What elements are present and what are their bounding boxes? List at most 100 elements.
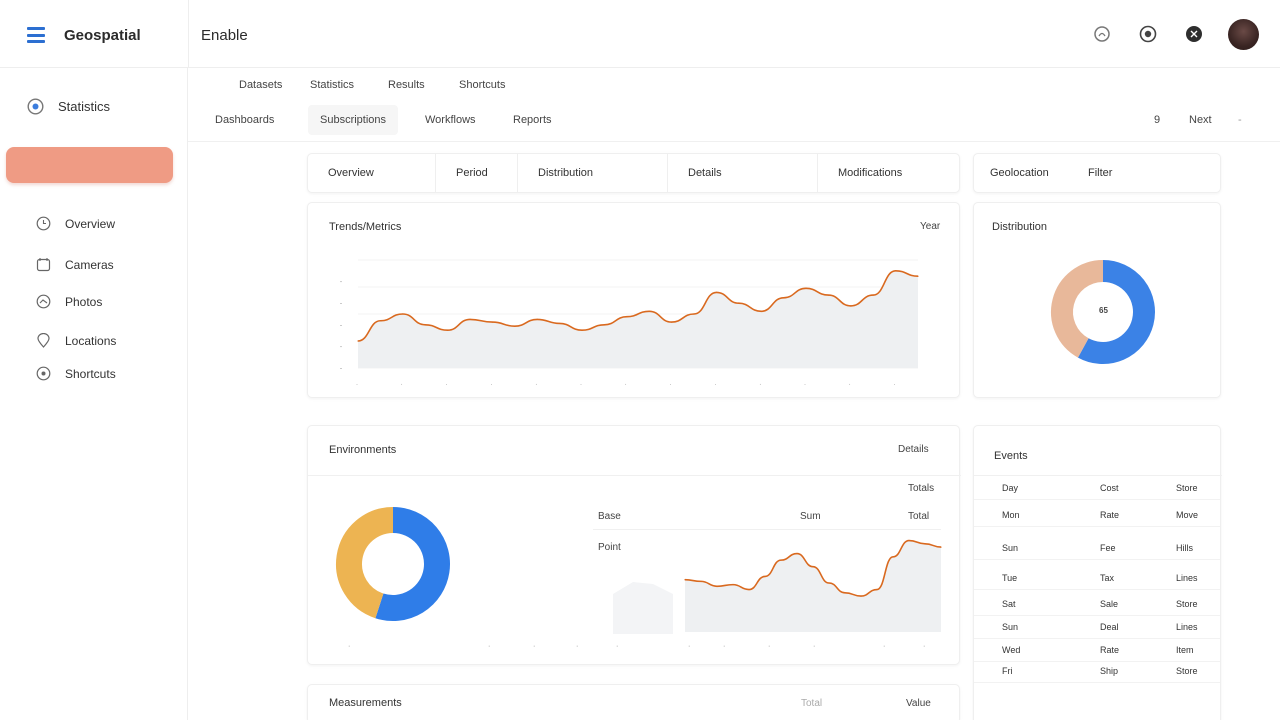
data-point — [876, 588, 878, 591]
chart-title: Trends/Metrics — [329, 221, 402, 233]
tab-reports[interactable]: Reports — [513, 114, 552, 126]
y-tick: - — [340, 366, 342, 372]
data-point — [715, 291, 717, 293]
next-page-button[interactable]: Next — [1189, 114, 1212, 126]
table-cell: Rate — [1100, 645, 1120, 655]
data-point — [684, 579, 686, 581]
sidebar-item-label: Shortcuts — [65, 366, 116, 381]
column-total: Total — [908, 511, 930, 522]
data-point — [812, 566, 814, 568]
tab-workflows[interactable]: Workflows — [425, 114, 476, 126]
image-icon — [36, 294, 51, 309]
filter-period[interactable]: Period — [436, 154, 518, 192]
events-title: Events — [994, 450, 1028, 462]
table-cell: Day — [1002, 483, 1019, 493]
data-point — [760, 310, 762, 312]
x-tick: · — [894, 382, 896, 388]
user-avatar[interactable] — [1228, 19, 1259, 50]
sidebar-item-photos[interactable]: Photos — [36, 294, 102, 309]
data-point — [536, 318, 538, 320]
environments-donut — [336, 507, 450, 621]
measurements-card: Measurements Total Value — [307, 684, 960, 720]
help-icon[interactable] — [1093, 25, 1111, 43]
data-point — [783, 297, 785, 299]
measurements-title: Measurements — [329, 697, 402, 709]
data-point — [357, 340, 359, 342]
data-point — [748, 588, 750, 591]
table-row[interactable]: Sun Deal Lines — [974, 615, 1220, 639]
donut-slice — [375, 507, 450, 621]
x-tick: · — [533, 643, 535, 650]
table-cell: Sun — [1002, 622, 1019, 632]
x-tick: · — [490, 382, 492, 388]
filter-modifications[interactable]: Modifications — [838, 167, 903, 179]
data-point — [716, 585, 718, 587]
sidebar-item-cameras[interactable]: Cameras — [36, 257, 114, 272]
sidebar-item-label: Photos — [65, 294, 103, 309]
x-tick: · — [580, 382, 582, 388]
menu-icon[interactable] — [27, 27, 45, 43]
environments-card: Environments Details Totals Base Sum Tot… — [307, 425, 961, 665]
table-cell: Fri — [1002, 666, 1013, 676]
data-point — [559, 322, 561, 325]
x-tick: · — [535, 382, 537, 388]
table-row[interactable]: Mon Rate Move — [974, 503, 1220, 527]
table-cell: Hills — [1176, 543, 1193, 553]
data-point — [738, 302, 740, 304]
filter-details[interactable]: Details — [668, 154, 818, 192]
column-base: Base — [598, 511, 621, 522]
chart-period[interactable]: Year — [920, 221, 941, 232]
subnav-link-results[interactable]: Results — [388, 79, 425, 91]
data-point — [917, 275, 919, 277]
x-tick: · — [348, 643, 350, 650]
x-tick: · — [356, 382, 358, 388]
filter-overview[interactable]: Overview — [308, 154, 436, 192]
y-tick: - — [340, 323, 342, 329]
trends-area-chart: - - - - - · · · · · · · · · · · · · — [340, 259, 919, 388]
data-point — [469, 318, 471, 320]
subnav-link-datasets[interactable]: Datasets — [239, 79, 283, 91]
area-fill — [358, 270, 918, 368]
subnav-link-shortcuts[interactable]: Shortcuts — [459, 79, 506, 91]
table-row[interactable]: Wed Rate Item — [974, 638, 1220, 662]
notification-icon[interactable] — [1185, 25, 1203, 43]
ghost-area — [613, 582, 673, 634]
subnav-link-statistics[interactable]: Statistics — [310, 79, 355, 91]
geolocation-filter[interactable]: Geolocation Filter — [973, 153, 1221, 193]
y-tick: - — [340, 280, 342, 286]
data-point — [626, 316, 628, 318]
table-row[interactable]: Sun Fee Hills — [974, 536, 1220, 560]
sidebar-item-overview[interactable]: Overview — [36, 216, 115, 231]
table-cell: Wed — [1002, 645, 1021, 655]
x-tick: · — [714, 382, 716, 388]
sidebar-item-locations[interactable]: Locations — [36, 333, 116, 348]
settings-icon[interactable] — [1139, 25, 1157, 43]
data-point — [895, 270, 897, 272]
tab-subscriptions[interactable]: Subscriptions — [308, 105, 399, 135]
table-cell: Cost — [1100, 483, 1119, 493]
data-point — [827, 294, 829, 296]
card-divider — [974, 475, 1222, 476]
table-row[interactable]: Tue Tax Lines — [974, 566, 1220, 590]
sidebar-item-shortcuts[interactable]: Shortcuts — [36, 366, 116, 381]
shortcut-icon — [36, 366, 51, 381]
card-divider — [308, 475, 961, 476]
y-tick: - — [340, 301, 342, 307]
primary-action-button[interactable] — [6, 147, 173, 183]
table-row[interactable]: Day Cost Store — [974, 476, 1220, 500]
table-cell: Store — [1176, 666, 1198, 676]
table-row[interactable]: Fri Ship Store — [974, 659, 1220, 683]
data-point — [764, 575, 766, 578]
chevron-down-icon[interactable]: - — [1238, 114, 1242, 126]
table-cell: Deal — [1100, 622, 1119, 632]
filter-distribution[interactable]: Distribution — [518, 154, 668, 192]
sidebar: Statistics Overview Cameras Photos Locat… — [0, 68, 188, 720]
tab-dashboards[interactable]: Dashboards — [215, 114, 275, 126]
data-point — [908, 539, 910, 542]
data-point — [860, 595, 862, 597]
environments-details[interactable]: Details — [898, 444, 929, 455]
data-point — [796, 553, 798, 555]
table-row[interactable]: Sat Sale Store — [974, 592, 1220, 616]
data-point — [581, 329, 583, 331]
sidebar-header[interactable]: Statistics — [27, 98, 110, 115]
